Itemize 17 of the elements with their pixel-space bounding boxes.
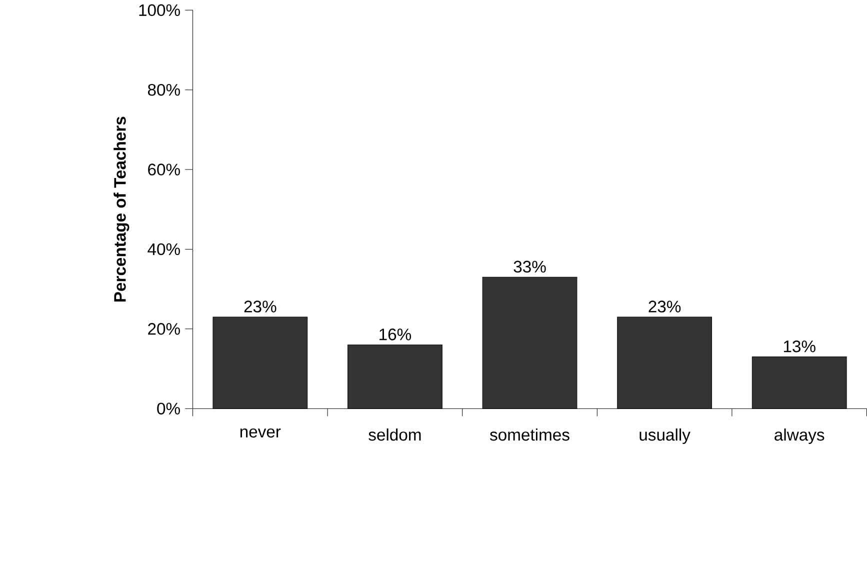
x-tick-label: seldom [368, 428, 421, 441]
y-axis-title: Percentage of Teachers [114, 116, 130, 302]
data-label: 33% [514, 260, 546, 273]
x-tick-label: never [240, 428, 281, 438]
y-tick-label: 60% [148, 164, 180, 176]
x-tick-label: sometimes [490, 428, 570, 441]
x-tick-label: usually [640, 428, 690, 444]
data-label: 23% [244, 300, 276, 312]
data-label: 23% [648, 300, 681, 312]
y-tick-label: 20% [148, 323, 180, 335]
x-tick-label: always [774, 428, 824, 444]
y-tick-label: 40% [148, 243, 180, 256]
data-label: 13% [784, 340, 816, 352]
y-tick-label: 100% [139, 4, 180, 16]
y-tick-label: 0% [157, 402, 180, 414]
data-label: 16% [380, 328, 412, 340]
y-tick-label: 80% [148, 84, 180, 96]
